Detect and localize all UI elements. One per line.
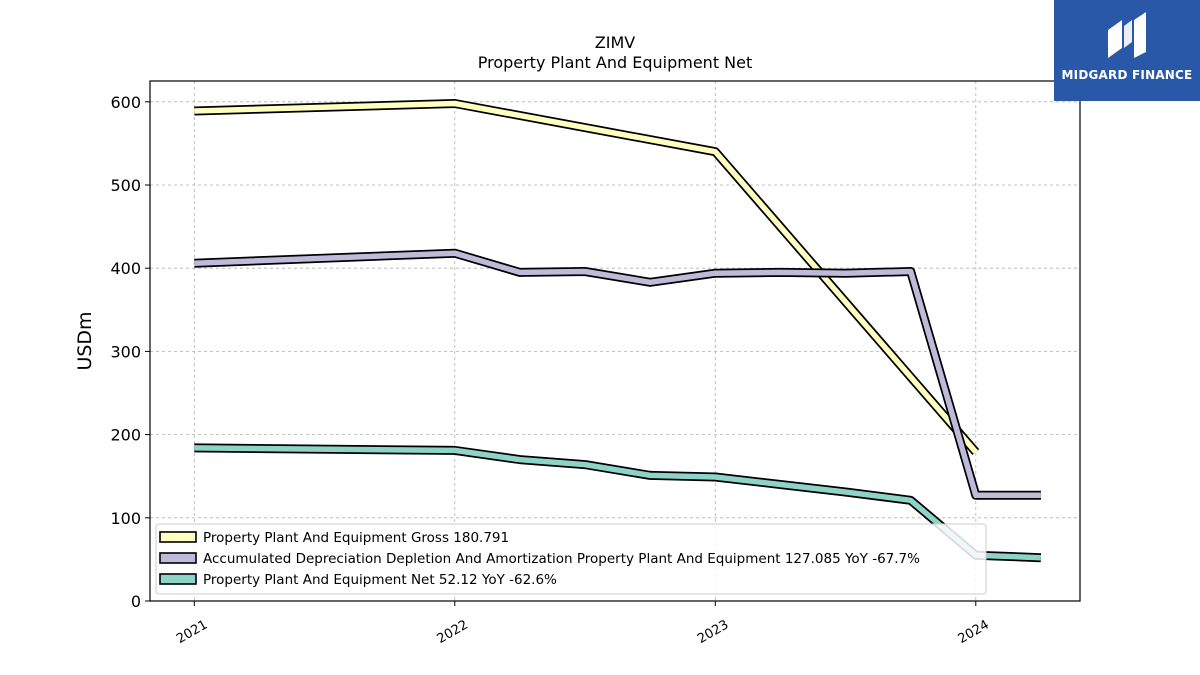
x-tick-label: 2021 bbox=[174, 617, 210, 647]
series-line-2 bbox=[194, 248, 1041, 500]
legend-entry-label: Property Plant And Equipment Gross 180.7… bbox=[203, 530, 509, 546]
legend-entry-label: Property Plant And Equipment Net 52.12 Y… bbox=[203, 572, 557, 588]
legend-entry-label: Accumulated Depreciation Depletion And A… bbox=[203, 551, 920, 567]
chart-subtitle: Property Plant And Equipment Net bbox=[478, 53, 753, 72]
x-tick-label: 2023 bbox=[695, 617, 731, 647]
logo-text: MIDGARD FINANCE bbox=[1061, 68, 1193, 82]
axis-ticks: 0 100 200 300 400 500 600 2021 2022 2023 2024 bbox=[110, 93, 991, 647]
x-tick-label: 2024 bbox=[956, 617, 992, 647]
series-line-core bbox=[194, 445, 1042, 561]
series-line-1 bbox=[194, 99, 980, 456]
y-tick-label: 300 bbox=[110, 342, 141, 361]
y-tick-label: 200 bbox=[110, 426, 141, 445]
y-tick-label: 0 bbox=[131, 592, 141, 611]
series-line-core bbox=[194, 100, 978, 454]
legend-swatch bbox=[159, 531, 197, 543]
y-tick-label: 600 bbox=[110, 93, 141, 112]
y-tick-label: 100 bbox=[110, 509, 141, 528]
plot-area-frame bbox=[149, 80, 1081, 602]
y-tick-label: 500 bbox=[110, 176, 141, 195]
logo-mark-icon bbox=[1108, 12, 1146, 58]
y-axis-label: USDm bbox=[74, 311, 96, 370]
chart-title: ZIMV bbox=[595, 33, 635, 52]
legend-swatch bbox=[159, 573, 197, 585]
series-lines bbox=[194, 99, 1042, 563]
series-line-outline bbox=[194, 99, 980, 456]
x-tick-label: 2022 bbox=[435, 617, 471, 647]
y-tick-label: 400 bbox=[110, 259, 141, 278]
midgard-finance-logo: MIDGARD FINANCE bbox=[1054, 0, 1200, 101]
legend-box bbox=[155, 523, 987, 595]
series-line-core bbox=[194, 250, 1041, 499]
legend-swatch bbox=[159, 552, 197, 564]
series-line-3 bbox=[194, 443, 1042, 563]
legend: Property Plant And Equipment Gross 180.7… bbox=[155, 523, 987, 595]
